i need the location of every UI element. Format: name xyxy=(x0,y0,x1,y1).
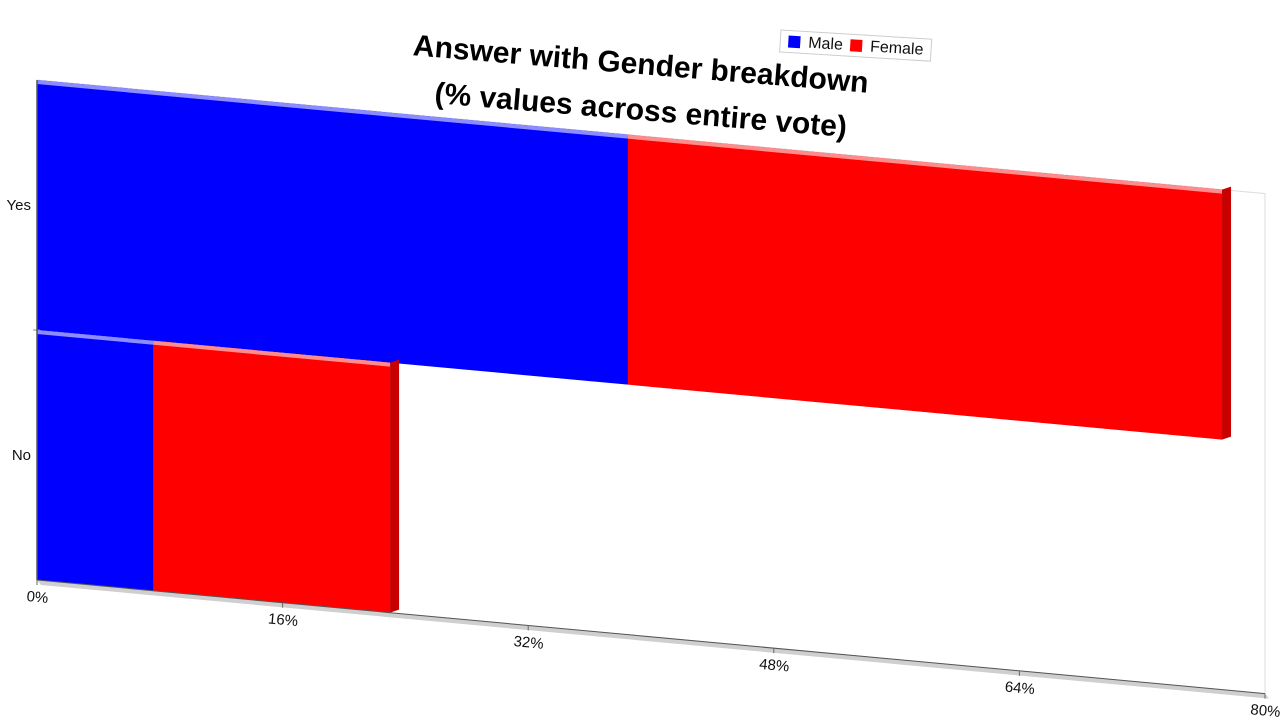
bar-no-female xyxy=(153,340,391,613)
axes: Yes No 0% 16% 32% 48% 64% 80% xyxy=(7,80,1280,720)
bar-yes-female xyxy=(627,134,1223,440)
x-tick-label-0: 0% xyxy=(26,588,49,607)
x-tick-label-1: 16% xyxy=(267,610,298,630)
y-tick-label-no: No xyxy=(12,447,31,464)
bars xyxy=(37,80,1232,613)
bar-no-male xyxy=(37,330,154,591)
x-axis-line xyxy=(36,579,1266,695)
x-tick-label-2: 32% xyxy=(513,633,544,653)
bar-top-face-no-female xyxy=(153,340,391,367)
y-tick-label-yes: Yes xyxy=(7,197,31,214)
plot-floor xyxy=(37,580,1269,699)
x-tick-label-4: 64% xyxy=(1004,679,1035,699)
bar-yes-male xyxy=(37,80,628,385)
legend[interactable]: Male Female xyxy=(779,29,933,62)
bar-top-face-yes-female xyxy=(627,134,1223,194)
bar-top-face-no-male xyxy=(37,330,154,345)
legend-swatch-female xyxy=(849,39,863,52)
legend-label-female[interactable]: Female xyxy=(870,38,924,58)
legend-box[interactable]: Male Female xyxy=(779,29,933,62)
legend-label-male[interactable]: Male xyxy=(808,35,844,54)
bar-end-face-no xyxy=(390,359,400,613)
legend-swatch-male xyxy=(787,35,801,49)
x-tick-label-5: 80% xyxy=(1250,701,1280,720)
x-tick-label-3: 48% xyxy=(758,656,789,676)
bar-end-face-yes xyxy=(1222,186,1232,440)
bar-top-face-yes-male xyxy=(37,80,628,139)
